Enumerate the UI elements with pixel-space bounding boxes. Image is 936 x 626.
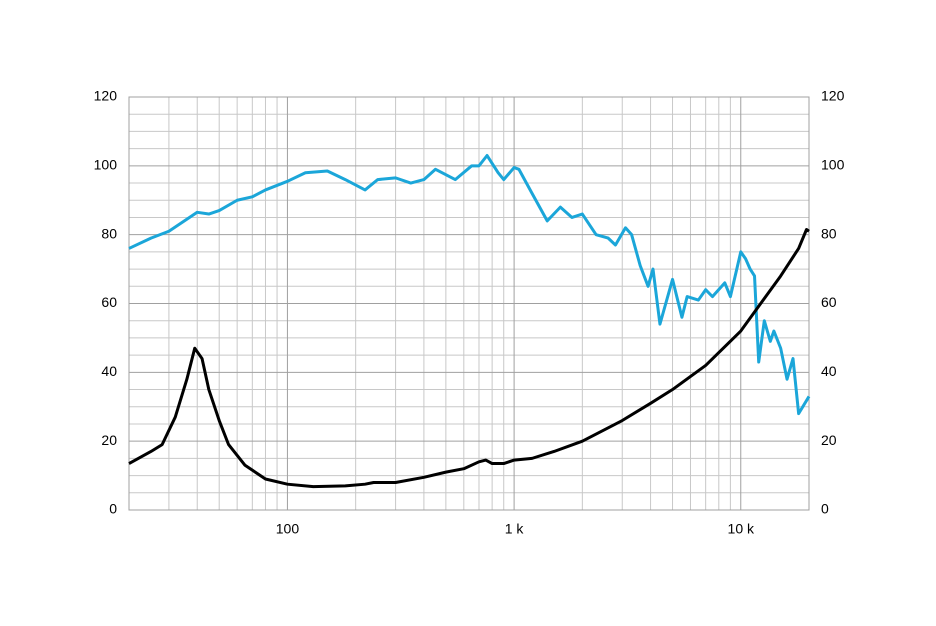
y-tick-label: 40: [101, 363, 117, 379]
y-tick-label: 60: [101, 294, 117, 310]
y2-tick-label: 120: [821, 88, 845, 104]
y-tick-label: 0: [109, 501, 117, 517]
series-line: [128, 228, 810, 489]
y-tick-label: 20: [101, 432, 117, 448]
y2-tick-label: 20: [821, 432, 837, 448]
x-tick-label: 100: [276, 521, 300, 537]
y2-tick-label: 40: [821, 363, 837, 379]
x-tick-label: 10 k: [728, 521, 755, 537]
y2-tick-label: 100: [821, 157, 845, 173]
y2-tick-label: 0: [821, 501, 829, 517]
y2-tick-label: 80: [821, 225, 837, 241]
y-tick-label: 100: [94, 157, 118, 173]
series-line: [128, 154, 811, 416]
plot-border: [128, 96, 810, 511]
y-tick-label: 80: [101, 225, 117, 241]
x-tick-label: 1 k: [505, 521, 525, 537]
y2-tick-label: 60: [821, 294, 837, 310]
y-tick-label: 120: [94, 88, 118, 104]
